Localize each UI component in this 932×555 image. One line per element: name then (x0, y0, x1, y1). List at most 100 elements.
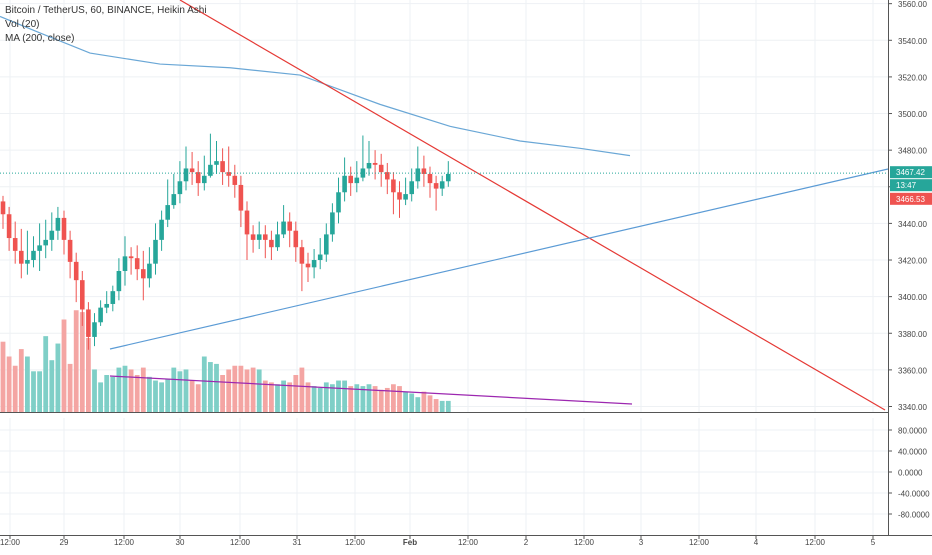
candle-body[interactable] (153, 239, 158, 264)
candle-body[interactable] (122, 256, 128, 272)
candle-body[interactable] (305, 263, 311, 268)
volume-bar (208, 362, 213, 412)
candle-body[interactable] (134, 258, 140, 270)
volume-bar (128, 369, 134, 412)
candle-body[interactable] (37, 245, 42, 251)
candle-body[interactable] (55, 217, 61, 231)
candle-body[interactable] (12, 238, 18, 251)
candle-body[interactable] (281, 221, 286, 235)
candle-body[interactable] (372, 162, 378, 165)
volume-trendline[interactable] (109, 375, 633, 405)
candle-body[interactable] (73, 261, 79, 281)
legend-volume[interactable]: Vol (20) (5, 19, 40, 30)
candle-body[interactable] (330, 212, 335, 235)
volume-bar (43, 336, 49, 412)
candle-body[interactable] (195, 172, 201, 184)
candle-body[interactable] (110, 291, 116, 304)
candle-body[interactable] (378, 164, 384, 173)
candle-body[interactable] (104, 303, 109, 308)
candle-body[interactable] (311, 260, 317, 268)
candle-body[interactable] (238, 184, 244, 211)
candle-body[interactable] (244, 210, 250, 235)
candle-body[interactable] (421, 168, 427, 174)
candle-body[interactable] (446, 173, 451, 182)
candle-body[interactable] (0, 201, 6, 215)
candle-body[interactable] (159, 219, 164, 240)
time-tick-label: 12:00 (230, 538, 251, 547)
candle-body[interactable] (433, 183, 439, 189)
candle-body[interactable] (391, 179, 396, 193)
candle-body[interactable] (397, 192, 402, 200)
candle-body[interactable] (415, 168, 421, 182)
candle-body[interactable] (299, 247, 305, 264)
volume-bar (153, 380, 158, 412)
candle-body[interactable] (147, 263, 152, 279)
volume-bar (293, 375, 299, 412)
candle-body[interactable] (98, 307, 103, 323)
volume-bar (262, 380, 268, 412)
candle-body[interactable] (409, 181, 414, 195)
volume-bar (433, 399, 439, 412)
candle-body[interactable] (354, 177, 360, 184)
candle-body[interactable] (80, 280, 85, 310)
candle-body[interactable] (256, 234, 262, 240)
candle-body[interactable] (342, 175, 347, 193)
legend-symbol[interactable]: Bitcoin / TetherUS, 60, BINANCE, Heikin … (5, 5, 207, 16)
candle-body[interactable] (220, 161, 225, 173)
candle-body[interactable] (293, 230, 299, 248)
candle-body[interactable] (189, 168, 195, 173)
candle-body[interactable] (86, 309, 91, 337)
candle-body[interactable] (31, 250, 36, 261)
candle-body[interactable] (263, 234, 268, 240)
candle-body[interactable] (232, 175, 238, 185)
time-tick-label: 29 (60, 538, 69, 547)
candle-body[interactable] (92, 322, 97, 337)
volume-bar (287, 382, 293, 412)
candle-body[interactable] (6, 214, 12, 239)
volume-bar (250, 367, 256, 412)
candle-body[interactable] (360, 168, 366, 178)
candle-body[interactable] (427, 173, 433, 184)
candle-body[interactable] (366, 162, 372, 169)
candle-body[interactable] (208, 164, 213, 176)
candle-body[interactable] (439, 181, 445, 189)
volume-bar (12, 365, 18, 412)
candle-body[interactable] (49, 230, 55, 240)
candle-body[interactable] (348, 175, 353, 184)
blue-trendline[interactable] (109, 168, 889, 350)
volume-bar (183, 369, 189, 412)
candle-body[interactable] (250, 234, 256, 240)
candle-body[interactable] (403, 194, 408, 200)
candle-body[interactable] (385, 172, 390, 180)
candle-body[interactable] (128, 256, 134, 259)
candle-body[interactable] (177, 181, 183, 195)
candle-body[interactable] (141, 269, 146, 279)
price-tick-label: 3380.00 (898, 330, 927, 339)
candle-body[interactable] (116, 271, 122, 292)
legend-ma[interactable]: MA (200, close) (5, 33, 75, 44)
candle-body[interactable] (317, 254, 323, 261)
candle-body[interactable] (324, 234, 329, 255)
candle-body[interactable] (336, 192, 341, 213)
candle-body[interactable] (165, 205, 170, 220)
candle-body[interactable] (61, 217, 67, 240)
volume-bar (98, 382, 103, 412)
volume-bar (31, 371, 36, 412)
volume-bar (421, 391, 427, 412)
candle-body[interactable] (183, 168, 189, 182)
candle-body[interactable] (275, 234, 280, 248)
candle-body[interactable] (25, 260, 30, 264)
candle-body[interactable] (202, 175, 207, 184)
candle-body[interactable] (43, 239, 48, 246)
candle-body[interactable] (226, 172, 231, 176)
volume-bar (354, 384, 360, 412)
time-tick-label: 12:00 (0, 538, 21, 547)
candle-body[interactable] (67, 239, 73, 262)
candle-body[interactable] (214, 161, 219, 165)
candle-body[interactable] (171, 194, 177, 206)
candle-body[interactable] (269, 239, 274, 248)
candle-body[interactable] (287, 221, 292, 231)
red-trendline[interactable] (179, 0, 886, 411)
candle-body[interactable] (19, 250, 24, 264)
